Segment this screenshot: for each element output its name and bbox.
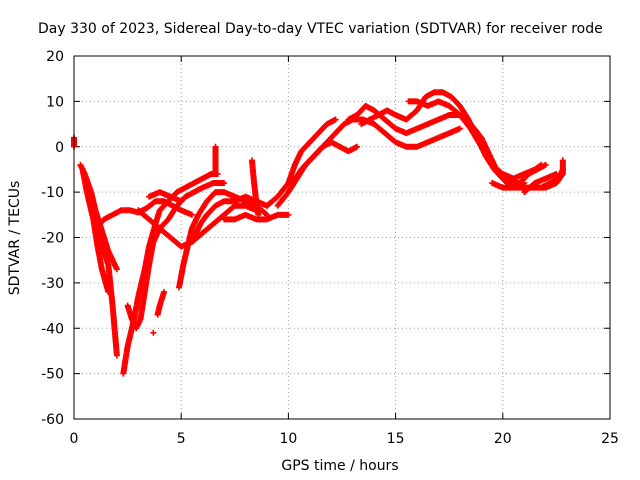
plus-marker xyxy=(178,198,185,205)
plus-marker xyxy=(150,329,157,336)
data-series xyxy=(154,288,168,318)
y-tick-label: -60 xyxy=(41,412,64,428)
plus-marker xyxy=(188,211,195,218)
data-series xyxy=(146,189,185,205)
y-tick-label: -10 xyxy=(41,185,64,201)
data-series xyxy=(405,98,545,182)
plus-marker xyxy=(332,116,339,123)
data-series xyxy=(221,211,292,223)
plus-marker xyxy=(262,210,269,217)
x-tick-label: 25 xyxy=(601,431,619,447)
y-tick-label: 0 xyxy=(55,140,64,156)
x-tick-label: 5 xyxy=(177,431,186,447)
plus-marker xyxy=(212,170,219,177)
data-series xyxy=(212,143,219,177)
plus-marker xyxy=(255,211,262,218)
data-series xyxy=(124,180,228,332)
y-tick-label: -20 xyxy=(41,231,64,247)
plus-marker xyxy=(559,157,566,164)
data-series xyxy=(150,329,157,336)
y-tick-label: 20 xyxy=(46,49,64,65)
y-tick-labels: -60 -50 -40 -30 -20 -10 0 10 20 xyxy=(41,49,64,428)
x-axis-label: GPS time / hours xyxy=(281,458,398,474)
data-series xyxy=(263,116,339,209)
x-tick-labels: 0 5 10 15 20 25 xyxy=(70,431,619,447)
x-tick-label: 0 xyxy=(70,431,79,447)
plus-marker xyxy=(354,143,361,150)
plus-marker xyxy=(285,211,292,218)
data-series xyxy=(92,225,120,359)
y-axis-label: SDTVAR / TECUs xyxy=(7,181,23,296)
chart-title: Day 330 of 2023, Sidereal Day-to-day VTE… xyxy=(38,21,603,37)
y-tick-label: -30 xyxy=(41,276,64,292)
plus-marker xyxy=(538,161,545,168)
plot-frame xyxy=(73,55,611,420)
data-series xyxy=(135,202,260,250)
y-tick-label: -50 xyxy=(41,367,64,383)
plus-marker xyxy=(113,352,120,359)
x-tick-label: 20 xyxy=(494,431,512,447)
plus-marker xyxy=(161,288,168,295)
data-series xyxy=(248,157,262,218)
plus-marker xyxy=(221,180,228,187)
plus-marker xyxy=(113,266,120,273)
plus-marker xyxy=(559,166,566,173)
data-series xyxy=(289,116,463,187)
data-series xyxy=(538,166,566,191)
data-points xyxy=(71,89,566,377)
x-tick-label: 15 xyxy=(387,431,405,447)
plus-marker xyxy=(456,125,463,132)
data-series xyxy=(521,170,560,196)
y-tick-label: 10 xyxy=(46,94,64,110)
x-tick-label: 10 xyxy=(279,431,297,447)
y-tick-label: -40 xyxy=(41,321,64,337)
